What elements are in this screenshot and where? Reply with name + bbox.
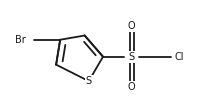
Text: O: O xyxy=(128,82,135,92)
Text: S: S xyxy=(86,76,92,86)
Text: Br: Br xyxy=(15,35,26,45)
Text: O: O xyxy=(128,21,135,31)
Text: S: S xyxy=(129,52,135,62)
Text: Cl: Cl xyxy=(174,52,184,62)
